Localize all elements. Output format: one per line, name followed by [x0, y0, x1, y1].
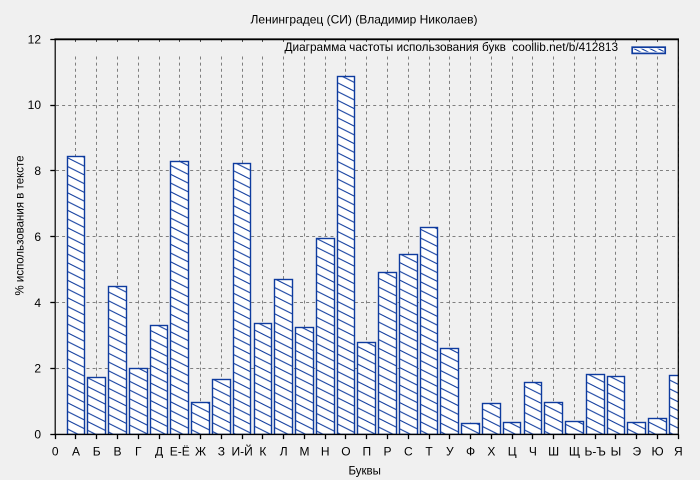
- svg-text:Ы: Ы: [611, 444, 622, 458]
- svg-text:0: 0: [34, 428, 41, 442]
- svg-text:Ш: Ш: [548, 444, 559, 458]
- svg-text:Е-Ё: Е-Ё: [170, 444, 190, 458]
- svg-text:4: 4: [34, 296, 41, 310]
- svg-text:О: О: [341, 444, 350, 458]
- svg-text:Н: Н: [321, 444, 330, 458]
- svg-text:10: 10: [28, 98, 42, 112]
- svg-text:Г: Г: [135, 444, 142, 458]
- svg-text:М: М: [299, 444, 309, 458]
- svg-text:Ц: Ц: [508, 444, 517, 458]
- svg-text:Ж: Ж: [195, 444, 206, 458]
- svg-text:8: 8: [34, 164, 41, 178]
- svg-text:Л: Л: [280, 444, 288, 458]
- svg-text:Ф: Ф: [466, 444, 475, 458]
- svg-text:Ч: Ч: [529, 444, 537, 458]
- svg-text:К: К: [259, 444, 266, 458]
- svg-text:С: С: [404, 444, 413, 458]
- svg-text:Р: Р: [384, 444, 392, 458]
- svg-text:Э: Э: [632, 444, 641, 458]
- svg-text:6: 6: [34, 230, 41, 244]
- svg-text:12: 12: [28, 32, 42, 46]
- svg-text:Буквы: Буквы: [348, 465, 380, 477]
- svg-text:Ю: Ю: [651, 444, 663, 458]
- svg-text:Д: Д: [155, 444, 163, 458]
- svg-text:У: У: [446, 444, 454, 458]
- svg-text:Щ: Щ: [569, 444, 580, 458]
- svg-text:Б: Б: [93, 444, 101, 458]
- svg-text:Ленинградец (СИ) (Владимир Ник: Ленинградец (СИ) (Владимир Николаев): [251, 12, 478, 26]
- svg-text:Т: Т: [425, 444, 433, 458]
- svg-text:З: З: [218, 444, 225, 458]
- svg-text:А: А: [72, 444, 80, 458]
- svg-text:0: 0: [52, 444, 59, 458]
- svg-text:2: 2: [34, 362, 41, 376]
- svg-text:Диаграмма частоты использовани: Диаграмма частоты использования букв coo…: [285, 40, 619, 54]
- svg-text:И-Й: И-Й: [232, 443, 253, 458]
- svg-text:П: П: [362, 444, 371, 458]
- svg-text:Ь-Ъ: Ь-Ъ: [585, 444, 606, 458]
- svg-text:% использования в тексте: % использования в тексте: [15, 155, 27, 295]
- svg-text:В: В: [114, 444, 122, 458]
- svg-text:Я: Я: [674, 444, 683, 458]
- svg-text:Х: Х: [487, 444, 495, 458]
